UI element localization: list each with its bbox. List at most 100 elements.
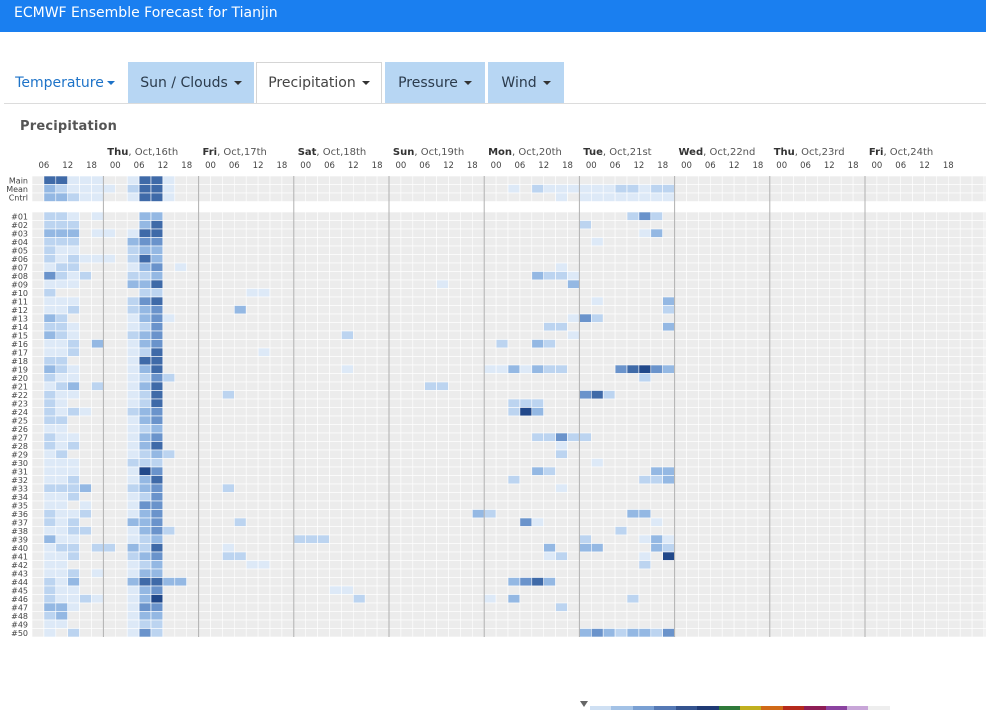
heatmap-cell (448, 296, 461, 306)
heatmap-cell (305, 347, 318, 357)
heatmap-cell (602, 458, 616, 468)
heatmap-cell (543, 211, 556, 221)
tab-precipitation[interactable]: Precipitation (256, 62, 382, 104)
heatmap-cell (305, 415, 318, 425)
heatmap-cell (698, 339, 711, 349)
heatmap-cell (293, 449, 306, 459)
heatmap-cell (150, 390, 164, 400)
heatmap-cell (210, 560, 223, 570)
heatmap-cell (638, 517, 652, 527)
heatmap-cell (400, 551, 414, 561)
heatmap-cell (400, 407, 414, 417)
heatmap-cell (507, 585, 521, 595)
heatmap-cell (638, 534, 652, 544)
heatmap-cell (436, 568, 449, 578)
heatmap-cell (555, 330, 568, 340)
heatmap-cell (186, 509, 199, 519)
heatmap-cell (900, 415, 913, 425)
heatmap-cell (733, 585, 747, 595)
heatmap-cell (852, 262, 866, 272)
heatmap-cell (436, 390, 449, 400)
heatmap-cell (269, 271, 283, 281)
heatmap-cell (876, 466, 890, 476)
heatmap-cell (412, 339, 425, 349)
heatmap-cell (864, 560, 878, 570)
heatmap-cell (781, 509, 794, 519)
heatmap-cell (424, 568, 437, 578)
heatmap-cell (91, 594, 104, 604)
heatmap-cell (412, 475, 425, 485)
heatmap-cell (757, 347, 771, 357)
heatmap-cell (79, 611, 92, 621)
heatmap-cell (602, 245, 616, 255)
heatmap-cell (852, 500, 866, 510)
heatmap-cell (924, 398, 937, 408)
heatmap-cell (959, 619, 973, 629)
heatmap-cell (43, 322, 57, 332)
heatmap-cell (210, 192, 223, 202)
tab-temperature[interactable]: Temperature (12, 62, 118, 103)
heatmap-cell (150, 466, 164, 476)
heatmap-cell (888, 500, 901, 510)
heatmap-cell (162, 364, 176, 374)
hour-tick-label: 18 (181, 161, 192, 171)
heatmap-cell (733, 330, 747, 340)
heatmap-cell (257, 192, 271, 202)
heatmap-cell (947, 432, 961, 442)
heatmap-cell (495, 296, 509, 306)
heatmap-cell (686, 500, 699, 510)
tab-pressure[interactable]: Pressure (385, 62, 485, 103)
heatmap-cell (281, 330, 295, 340)
tab-wind[interactable]: Wind (488, 62, 564, 103)
tab-sun-clouds[interactable]: Sun / Clouds (128, 62, 254, 103)
heatmap-cell (662, 373, 675, 383)
heatmap-cell (269, 585, 283, 595)
heatmap-cell (495, 560, 509, 570)
heatmap-cell (698, 441, 711, 451)
heatmap-cell (281, 305, 295, 315)
heatmap-cell (912, 339, 925, 349)
heatmap-cell (67, 628, 80, 638)
heatmap-cell (971, 568, 985, 578)
heatmap-cell (555, 390, 568, 400)
heatmap-cell (531, 577, 544, 587)
heatmap-cell (460, 339, 473, 349)
heatmap-cell (638, 192, 652, 202)
heatmap-cell (31, 390, 45, 400)
heatmap-cell (424, 483, 437, 493)
heatmap-cell (150, 330, 164, 340)
heatmap-cell (698, 415, 711, 425)
heatmap-cell (245, 211, 259, 221)
heatmap-cell (602, 211, 616, 221)
heatmap-cell (805, 466, 818, 476)
heatmap-cell (626, 192, 640, 202)
heatmap-cell (936, 424, 949, 434)
heatmap-cell (698, 228, 711, 238)
heatmap-cell (436, 543, 449, 553)
heatmap-cell (567, 339, 580, 349)
heatmap-cell (686, 475, 699, 485)
heatmap-cell (412, 364, 425, 374)
heatmap-cell (198, 424, 211, 434)
heatmap-cell (79, 175, 92, 185)
heatmap-cell (614, 347, 628, 357)
heatmap-cell (531, 192, 544, 202)
heatmap-cell (162, 526, 176, 536)
heatmap-cell (471, 483, 485, 493)
heatmap-cell (436, 560, 449, 570)
heatmap-cell (828, 611, 842, 621)
heatmap-cell (567, 211, 580, 221)
heatmap-cell (186, 449, 199, 459)
heatmap-cell (567, 458, 580, 468)
heatmap-cell (245, 483, 259, 493)
heatmap-cell (864, 509, 878, 519)
heatmap-cell (471, 585, 485, 595)
heatmap-cell (234, 449, 247, 459)
heatmap-cell (674, 220, 687, 230)
heatmap-cell (828, 254, 842, 264)
heatmap-cell (959, 220, 973, 230)
heatmap-cell (971, 288, 985, 298)
heatmap-cell (186, 619, 199, 629)
heatmap-cell (709, 211, 723, 221)
row-label: Cntrl (9, 193, 28, 202)
